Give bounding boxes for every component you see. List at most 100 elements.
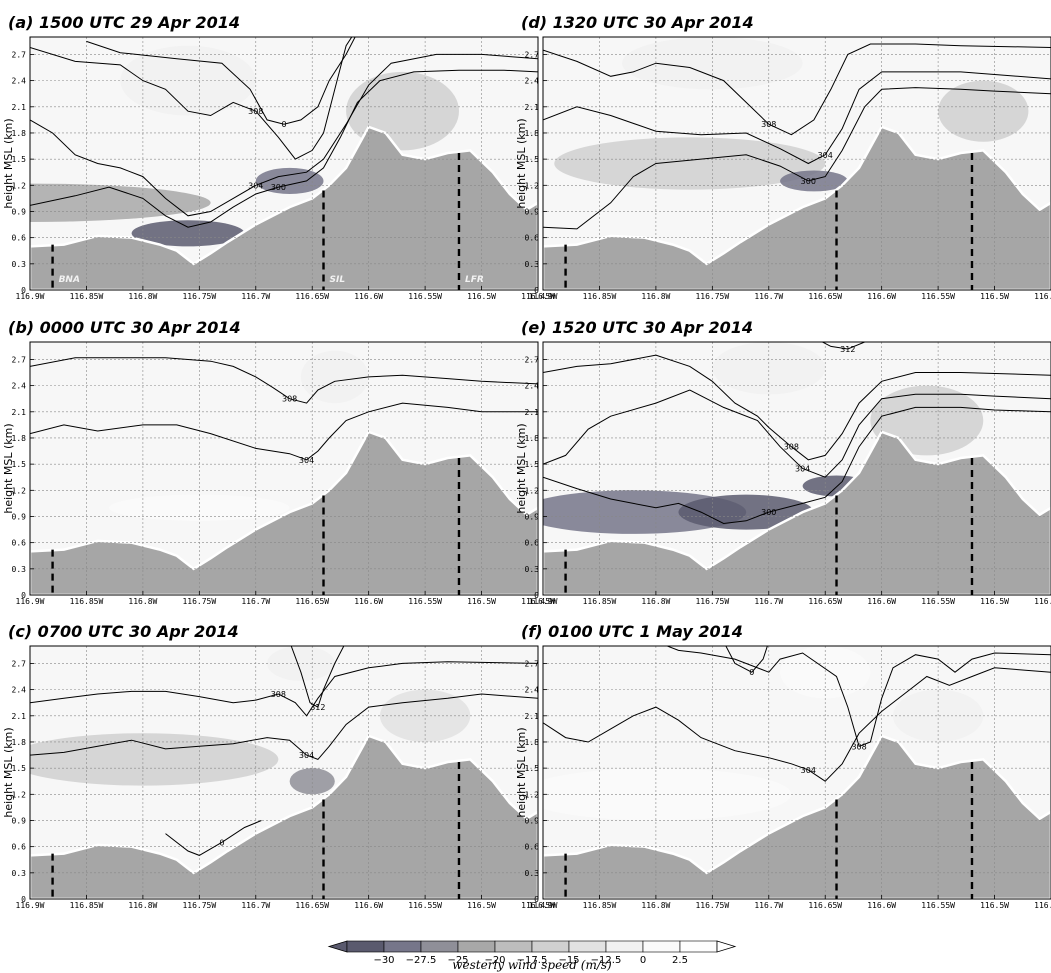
contour-line [543, 406, 1051, 525]
y-tick-label: 1.2 [525, 486, 540, 495]
y-tick-label: 2.1 [525, 103, 540, 112]
panel: 304 308 0 0 0.3 0.6 0.9 1.2 1.5 1.8 2.1 2.4 2.7 116.9… [515, 622, 1051, 910]
x-tick-label: 116.55W [921, 292, 955, 301]
x-tick-label: 116.55W [408, 597, 442, 606]
y-tick-label: 2.7 [525, 355, 540, 364]
y-tick-label: 0.6 [12, 234, 27, 243]
y-axis-label: height MSL (km) [2, 727, 15, 817]
contour-line [725, 646, 768, 673]
x-tick-label: 116.45W [1034, 597, 1051, 606]
y-tick-label: 0.6 [12, 539, 27, 548]
x-tick-label: 116.6W [867, 597, 896, 606]
contour-line [290, 646, 345, 708]
y-tick-label: 2.7 [525, 50, 540, 59]
plot-area: 300 304 308 [543, 37, 1051, 290]
contour-label: 308 [761, 120, 776, 129]
contour-label: 300 [271, 183, 286, 192]
colorbar-swatch [346, 940, 385, 953]
y-tick-label: 0 [534, 895, 539, 904]
y-tick-label: 2.4 [525, 77, 540, 86]
y-tick-label: 0.9 [525, 512, 540, 521]
x-tick-label: 116.9W [529, 901, 558, 910]
colorbar-tick-label: −20 [484, 955, 505, 966]
x-tick-label: 116.85W [70, 292, 104, 301]
y-tick-label: 2.7 [12, 355, 27, 364]
panel-title: (d) 1320 UTC 30 Apr 2014 [521, 13, 754, 32]
y-tick-label: 1.8 [525, 738, 540, 747]
y-axis-label: height MSL (km) [515, 118, 528, 208]
y-tick-label: 1.8 [12, 434, 27, 443]
wind-shading [30, 733, 279, 786]
contour-line [165, 820, 262, 856]
y-tick-label: 0.6 [525, 843, 540, 852]
contour-label: 300 [761, 508, 776, 517]
y-axis-label: height MSL (km) [515, 423, 528, 513]
wind-shading [780, 646, 871, 699]
x-tick-label: 116.5W [980, 597, 1009, 606]
x-tick-label: 116.6W [354, 901, 383, 910]
y-tick-label: 2.1 [525, 408, 540, 417]
x-tick-label: 116.8W [128, 292, 157, 301]
contour-line [821, 342, 867, 350]
contour-line [543, 389, 1051, 478]
colorbar-tick-label: −30 [373, 955, 394, 966]
contour-label: 0 [219, 838, 224, 847]
y-tick-label: 0 [534, 286, 539, 295]
wind-shading [300, 350, 369, 404]
x-tick-label: 116.7W [754, 292, 783, 301]
panel-title: (f) 0100 UTC 1 May 2014 [521, 622, 743, 641]
x-tick-label: 116.65W [808, 292, 842, 301]
x-tick-label: 116.85W [583, 901, 617, 910]
contour-line [543, 667, 1051, 782]
wind-shading [30, 183, 211, 222]
y-tick-label: 2.4 [12, 686, 27, 695]
y-tick-label: 2.7 [12, 50, 27, 59]
plot-area: 300 304 308 312 [543, 342, 1051, 595]
contour-label: 308 [851, 742, 866, 751]
contour-line [30, 37, 353, 160]
x-tick-label: 116.5W [980, 292, 1009, 301]
x-tick-label: 116.5W [980, 901, 1009, 910]
wind-shading [255, 167, 324, 195]
x-tick-label: 116.6W [867, 292, 896, 301]
contour-line [543, 43, 1051, 136]
y-tick-label: 0.9 [525, 816, 540, 825]
x-tick-label: 116.6W [867, 901, 896, 910]
y-tick-label: 2.4 [12, 77, 27, 86]
x-tick-label: 116.6W [354, 597, 383, 606]
y-tick-label: 0 [21, 895, 26, 904]
terrain [30, 430, 538, 595]
y-tick-label: 1.5 [525, 460, 540, 469]
contour-line [543, 71, 1051, 165]
x-tick-label: 116.55W [408, 292, 442, 301]
x-tick-label: 116.45W [521, 901, 555, 910]
contour-line [543, 87, 1051, 230]
x-tick-label: 116.5W [467, 901, 496, 910]
y-tick-label: 0.3 [12, 869, 27, 878]
contour-label: 300 [801, 177, 816, 186]
x-tick-label: 116.5W [467, 292, 496, 301]
contour-line [30, 357, 538, 404]
contour-label: 308 [248, 107, 263, 116]
contour-line [30, 53, 538, 217]
colorbar-swatch [494, 940, 533, 953]
colorbar-title: westerly wind speed (m/s) [452, 958, 612, 972]
contour-label: 0 [281, 120, 286, 129]
x-tick-label: 116.9W [16, 597, 45, 606]
colorbar-swatch [457, 940, 496, 953]
y-tick-label: 0.6 [525, 539, 540, 548]
plot-frame [29, 341, 539, 596]
contour-label: 304 [818, 151, 833, 160]
x-tick-label: 116.9W [16, 901, 45, 910]
y-tick-label: 2.7 [525, 659, 540, 668]
x-tick-label: 116.45W [1034, 901, 1051, 910]
wind-shading [712, 342, 826, 395]
contour-label: 312 [840, 345, 855, 354]
station-label: BNA [59, 275, 80, 285]
colorbar-swatch [568, 940, 607, 953]
contour-label: 0 [749, 668, 754, 677]
panel-title: (b) 0000 UTC 30 Apr 2014 [8, 318, 241, 337]
contour-label: 304 [248, 181, 263, 190]
x-tick-label: 116.85W [583, 292, 617, 301]
